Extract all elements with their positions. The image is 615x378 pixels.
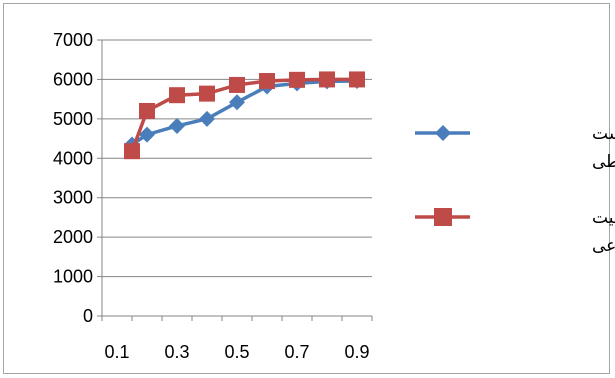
data-point: [199, 110, 215, 127]
x-axis-tick-labels: 0.1 0.3 0.5 0.7 0.9: [104, 342, 369, 362]
data-point: [199, 85, 215, 102]
y-tick-label: 4000: [53, 148, 93, 168]
y-tick-label: 2000: [53, 227, 93, 247]
x-tick-label: 0.1: [104, 342, 129, 362]
legend-item-1: مسائل زیست محیطی: [415, 124, 615, 172]
data-point: [169, 117, 185, 134]
data-point: [139, 102, 155, 119]
data-point: [289, 71, 305, 88]
axes: [97, 39, 373, 321]
x-tick-label: 0.9: [344, 342, 369, 362]
legend-item-2: مسئولیت اجتماعی: [415, 208, 615, 256]
legend-label: مسئولیت: [592, 208, 615, 228]
chart-frame: [3, 3, 610, 374]
y-tick-label: 6000: [53, 69, 93, 89]
x-tick-label: 0.3: [164, 342, 189, 362]
legend-label: محیطی: [592, 152, 615, 172]
y-tick-label: 7000: [53, 30, 93, 50]
data-point: [349, 71, 365, 88]
x-tick-label: 0.7: [284, 342, 309, 362]
series-lines: [124, 71, 365, 160]
y-tick-label: 1000: [53, 267, 93, 287]
data-point: [229, 94, 245, 111]
y-tick-label: 5000: [53, 109, 93, 129]
data-point: [259, 73, 275, 90]
series-2: [124, 71, 365, 160]
data-point: [319, 71, 335, 88]
data-point: [229, 76, 245, 93]
x-tick-label: 0.5: [224, 342, 249, 362]
legend: مسائل زیست محیطی مسئولیت اجتماعی: [415, 124, 615, 256]
y-tick-label: 0: [83, 306, 93, 326]
data-point: [139, 126, 155, 143]
legend-marker: [435, 125, 451, 141]
y-axis-tick-labels: 0 1000 2000 3000 4000 5000 6000 7000: [53, 30, 93, 326]
legend-label: مسائل زیست: [592, 124, 615, 144]
legend-marker: [434, 208, 452, 226]
y-tick-label: 3000: [53, 188, 93, 208]
data-point: [124, 143, 140, 160]
legend-label: اجتماعی: [592, 236, 615, 256]
data-point: [169, 87, 185, 104]
